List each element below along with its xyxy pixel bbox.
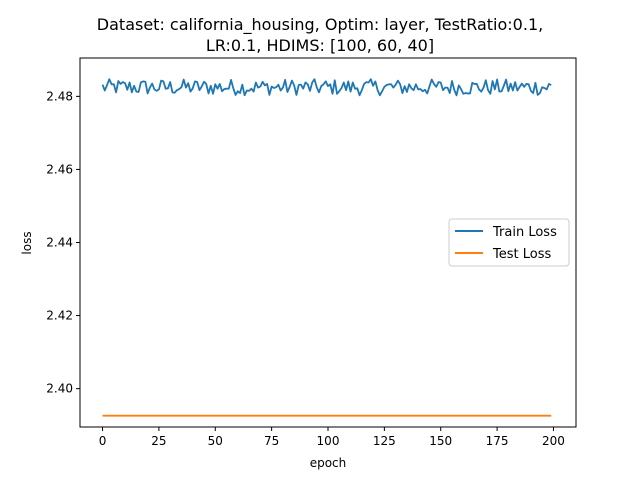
- y-tick-label: 2.48: [46, 89, 73, 103]
- y-tick-label: 2.44: [46, 236, 73, 250]
- x-tick-label: 150: [429, 434, 452, 448]
- y-axis-label: loss: [20, 231, 34, 254]
- x-tick-label: 25: [151, 434, 166, 448]
- y-tick-label: 2.42: [46, 309, 73, 323]
- axes-frame: [79, 57, 577, 428]
- y-tick-label: 2.46: [46, 162, 73, 176]
- x-tick-label: 125: [373, 434, 396, 448]
- x-tick-label: 75: [264, 434, 279, 448]
- x-tick-label: 200: [542, 434, 565, 448]
- legend-label-test: Test Loss: [492, 247, 551, 262]
- plot-area: 2.40 2.42 2.44 2.46 2.48 0 25 50 75 100 125 150 175…: [46, 57, 577, 448]
- series-lines: [101, 78, 552, 417]
- y-tick-label: 2.40: [46, 382, 73, 396]
- y-ticks: 2.40 2.42 2.44 2.46 2.48: [46, 89, 80, 396]
- chart-title-line-2: LR:0.1, HDIMS: [100, 60, 40]: [206, 36, 434, 55]
- chart-title-line-1: Dataset: california_housing, Optim: laye…: [97, 15, 543, 35]
- x-axis-label: epoch: [310, 456, 347, 470]
- legend-label-train: Train Loss: [492, 225, 557, 240]
- x-tick-label: 0: [99, 434, 107, 448]
- x-ticks: 0 25 50 75 100 125 150 175 200: [99, 427, 565, 448]
- legend: Train Loss Test Loss: [448, 218, 570, 267]
- train-loss-line: [101, 78, 552, 97]
- x-tick-label: 175: [486, 434, 509, 448]
- x-tick-label: 100: [317, 434, 340, 448]
- x-tick-label: 50: [208, 434, 223, 448]
